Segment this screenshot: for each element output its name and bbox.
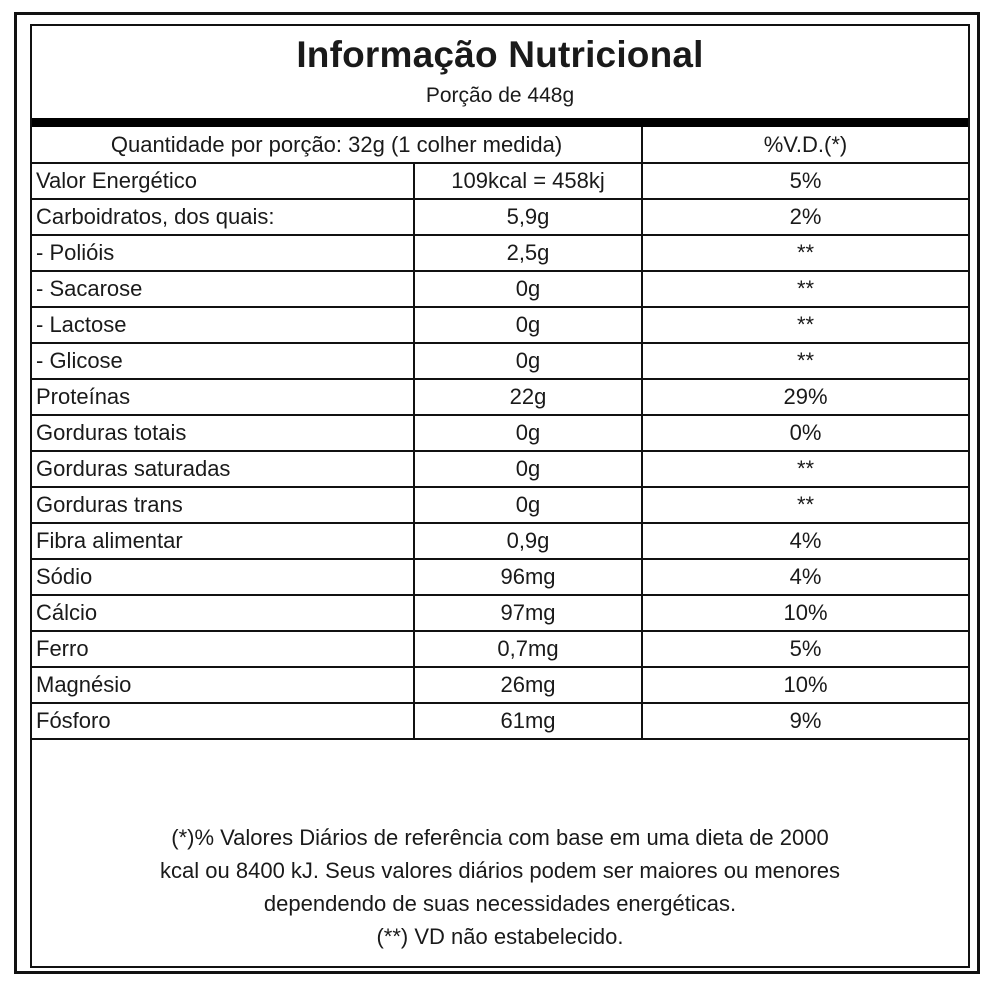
- nutrient-amount: 0g: [413, 270, 643, 308]
- nutrient-amount: 2,5g: [413, 234, 643, 272]
- nutrient-dv: 10%: [641, 666, 968, 704]
- table-row: Gorduras trans 0g **: [32, 486, 968, 524]
- table-row: Ferro 0,7mg 5%: [32, 630, 968, 668]
- nutrient-amount: 22g: [413, 378, 643, 416]
- table-row: Proteínas 22g 29%: [32, 378, 968, 416]
- table-row: - Lactose 0g **: [32, 306, 968, 344]
- table-row: Sódio 96mg 4%: [32, 558, 968, 596]
- nutrient-name: Gorduras trans: [32, 486, 415, 524]
- nutrition-table: Quantidade por porção: 32g (1 colher med…: [32, 127, 968, 740]
- nutrient-amount: 0g: [413, 342, 643, 380]
- nutrition-label: Informação Nutricional Porção de 448g Qu…: [30, 24, 970, 968]
- nutrient-name: - Glicose: [32, 342, 415, 380]
- nutrient-amount: 0g: [413, 450, 643, 488]
- nutrient-amount: 26mg: [413, 666, 643, 704]
- nutrient-name: - Polióis: [32, 234, 415, 272]
- nutrient-name: Magnésio: [32, 666, 415, 704]
- nutrient-dv: 0%: [641, 414, 968, 452]
- nutrient-name: Ferro: [32, 630, 415, 668]
- nutrient-amount: 0g: [413, 486, 643, 524]
- nutrient-dv: **: [641, 234, 968, 272]
- footnote-line: kcal ou 8400 kJ. Seus valores diários po…: [160, 858, 840, 883]
- table-row: Carboidratos, dos quais: 5,9g 2%: [32, 198, 968, 236]
- footnote-line: dependendo de suas necessidades energéti…: [263, 891, 737, 916]
- nutrient-amount: 5,9g: [413, 198, 643, 236]
- table-row: Fósforo 61mg 9%: [32, 702, 968, 740]
- table-header-row: Quantidade por porção: 32g (1 colher med…: [32, 127, 968, 164]
- dv-header: %V.D.(*): [641, 127, 968, 164]
- serving-header: Quantidade por porção: 32g (1 colher med…: [32, 127, 643, 164]
- nutrient-amount: 0g: [413, 414, 643, 452]
- nutrient-amount: 97mg: [413, 594, 643, 632]
- footnote: (*)% Valores Diários de referência com b…: [32, 821, 968, 953]
- nutrient-dv: 9%: [641, 702, 968, 740]
- nutrient-name: Cálcio: [32, 594, 415, 632]
- nutrient-amount: 0,9g: [413, 522, 643, 560]
- nutrient-dv: 4%: [641, 558, 968, 596]
- nutrient-dv: 5%: [641, 162, 968, 200]
- footnote-line: (**) VD não estabelecido.: [376, 924, 624, 949]
- nutrient-name: Proteínas: [32, 378, 415, 416]
- table-row: - Glicose 0g **: [32, 342, 968, 380]
- nutrient-dv: 5%: [641, 630, 968, 668]
- nutrient-name: Carboidratos, dos quais:: [32, 198, 415, 236]
- nutrient-name: Gorduras totais: [32, 414, 415, 452]
- nutrient-dv: 2%: [641, 198, 968, 236]
- nutrient-dv: **: [641, 486, 968, 524]
- table-row: Cálcio 97mg 10%: [32, 594, 968, 632]
- nutrient-amount: 0g: [413, 306, 643, 344]
- nutrient-name: - Lactose: [32, 306, 415, 344]
- nutrient-name: Gorduras saturadas: [32, 450, 415, 488]
- nutrient-name: Sódio: [32, 558, 415, 596]
- table-row: Fibra alimentar 0,9g 4%: [32, 522, 968, 560]
- nutrient-amount: 109kcal = 458kj: [413, 162, 643, 200]
- portion-size: Porção de 448g: [425, 84, 575, 107]
- nutrient-name: Fósforo: [32, 702, 415, 740]
- table-row: - Polióis 2,5g **: [32, 234, 968, 272]
- nutrition-label-outer-frame: [14, 12, 980, 974]
- nutrient-dv: **: [641, 450, 968, 488]
- nutrient-dv: **: [641, 270, 968, 308]
- table-row: Gorduras saturadas 0g **: [32, 450, 968, 488]
- nutrient-dv: 4%: [641, 522, 968, 560]
- nutrient-amount: 0,7mg: [413, 630, 643, 668]
- table-row: Gorduras totais 0g 0%: [32, 414, 968, 452]
- table-row: - Sacarose 0g **: [32, 270, 968, 308]
- table-row: Valor Energético 109kcal = 458kj 5%: [32, 162, 968, 200]
- nutrient-dv: **: [641, 342, 968, 380]
- nutrient-name: Fibra alimentar: [32, 522, 415, 560]
- nutrient-dv: 29%: [641, 378, 968, 416]
- nutrient-amount: 61mg: [413, 702, 643, 740]
- header-divider-bar: [32, 118, 968, 127]
- nutrient-dv: 10%: [641, 594, 968, 632]
- nutrient-name: Valor Energético: [32, 162, 415, 200]
- nutrient-name: - Sacarose: [32, 270, 415, 308]
- table-row: Magnésio 26mg 10%: [32, 666, 968, 704]
- nutrient-amount: 96mg: [413, 558, 643, 596]
- label-title: Informação Nutricional: [296, 34, 704, 75]
- footnote-line: (*)% Valores Diários de referência com b…: [171, 825, 829, 850]
- nutrient-dv: **: [641, 306, 968, 344]
